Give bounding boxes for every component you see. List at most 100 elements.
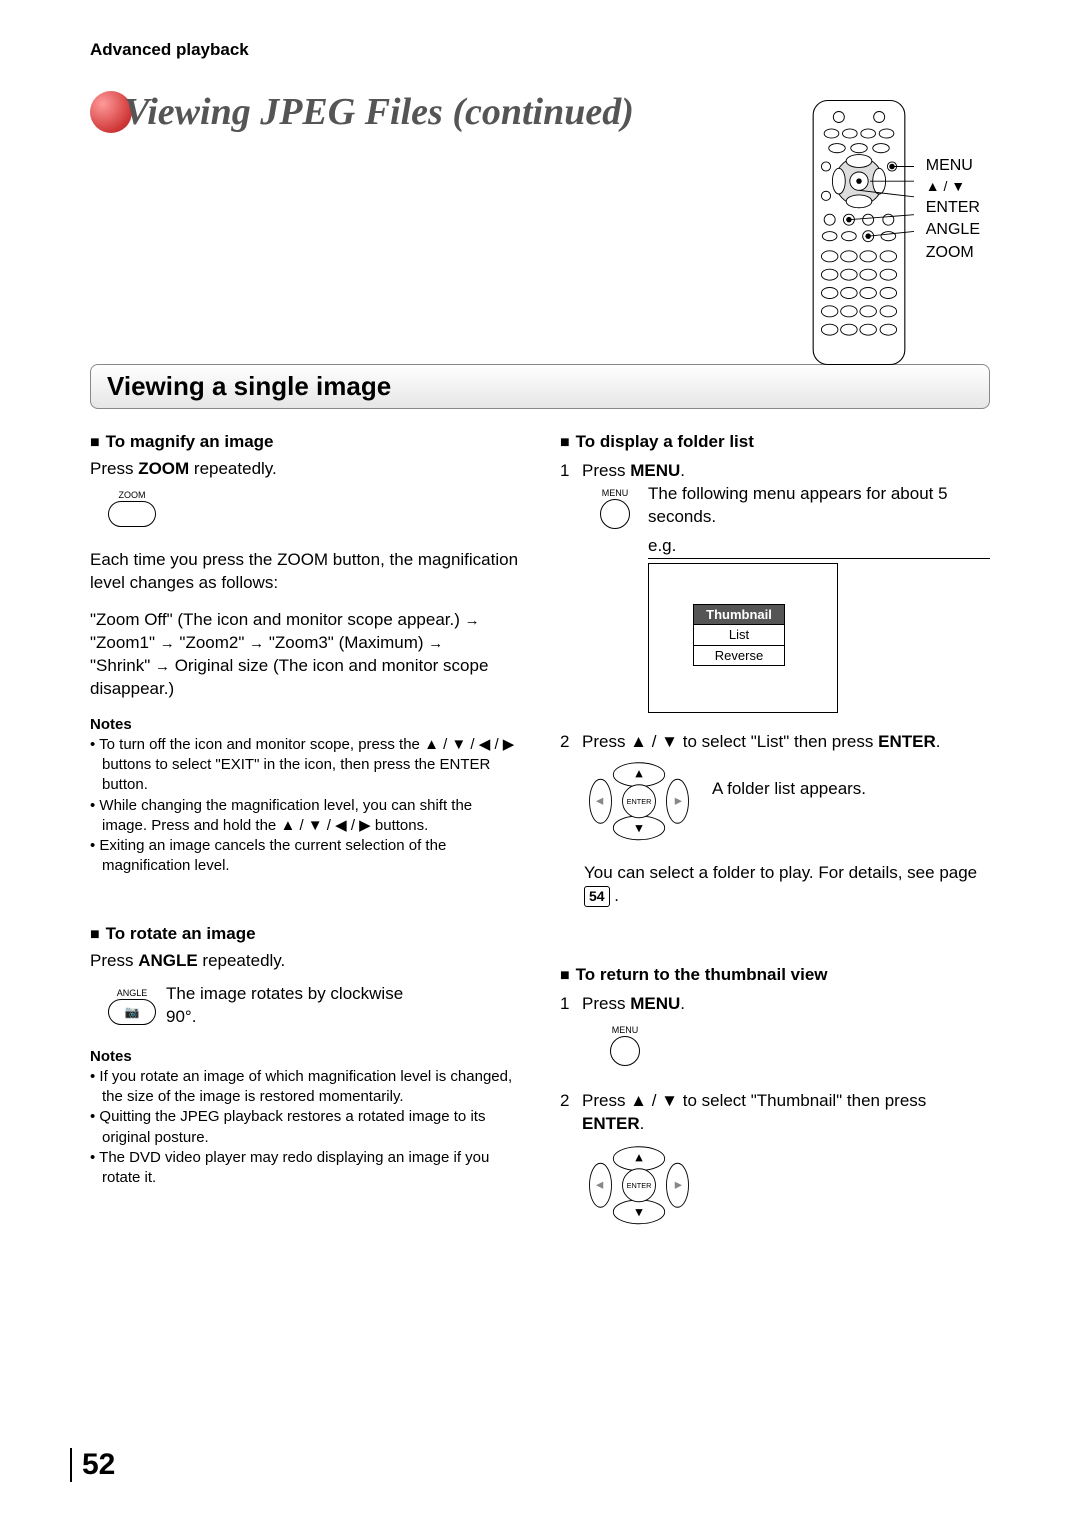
- text-bold: ENTER: [582, 1114, 640, 1133]
- dpad-icon: ENTER: [584, 760, 694, 843]
- step-number: 2: [560, 1090, 576, 1136]
- text: "Zoom3" (Maximum): [264, 633, 428, 652]
- note-item: Quitting the JPEG playback restores a ro…: [90, 1107, 520, 1148]
- square-bullet-icon: ■: [560, 965, 570, 987]
- popup-item-reverse: Reverse: [694, 646, 784, 666]
- text: "Zoom Off" (The icon and monitor scope a…: [90, 610, 465, 629]
- step-number: 2: [560, 731, 576, 754]
- arrow-icon: →: [428, 635, 443, 652]
- button-label: ANGLE: [117, 987, 148, 999]
- remote-diagram: MENU ▲ / ▼ ENTER ANGLE ZOOM: [804, 95, 980, 370]
- remote-svg: [804, 95, 914, 370]
- square-bullet-icon: ■: [560, 432, 570, 454]
- magnify-heading: ■ To magnify an image: [90, 431, 520, 454]
- notes-heading: Notes: [90, 1047, 520, 1067]
- example-screen: Thumbnail List Reverse: [648, 563, 838, 713]
- eg-label: e.g.: [648, 535, 990, 559]
- text: .: [610, 886, 619, 905]
- circle-button-icon: [610, 1036, 640, 1066]
- rotate-press: Press ANGLE repeatedly.: [90, 950, 520, 973]
- popup-item-thumbnail: Thumbnail: [694, 605, 784, 626]
- dpad-icon: ENTER: [584, 1144, 694, 1227]
- text: Press: [90, 459, 138, 478]
- text: Press ▲ / ▼ to select "Thumbnail" then p…: [582, 1091, 926, 1110]
- thumb-heading-text: To return to the thumbnail view: [576, 964, 828, 987]
- angle-button-graphic: ANGLE 📷: [108, 987, 156, 1025]
- rotate-notes: If you rotate an image of which magnific…: [90, 1067, 520, 1189]
- note-item: While changing the magnification level, …: [90, 796, 520, 837]
- thumb-step1: 1 Press MENU.: [560, 993, 990, 1016]
- popup-menu: Thumbnail List Reverse: [693, 604, 785, 667]
- zoom-button-graphic: ZOOM: [108, 489, 156, 527]
- menu-button-graphic: MENU: [610, 1024, 640, 1066]
- thumb-heading: ■ To return to the thumbnail view: [560, 964, 990, 987]
- square-bullet-icon: ■: [90, 432, 100, 454]
- category-header: Advanced playback: [90, 40, 990, 60]
- circle-button-icon: [600, 499, 630, 529]
- text: .: [640, 1114, 645, 1133]
- section-heading-bar: Viewing a single image: [90, 364, 990, 409]
- folder-result: A folder list appears.: [712, 778, 866, 801]
- zoom-flow: "Zoom Off" (The icon and monitor scope a…: [90, 609, 520, 701]
- text: .: [936, 732, 941, 751]
- folder-step2-graphic: ENTER A folder list appears.: [584, 760, 990, 843]
- folder-step1-graphic: MENU The following menu appears for abou…: [600, 483, 990, 713]
- text: .: [680, 461, 685, 480]
- folder-heading: ■ To display a folder list: [560, 431, 990, 454]
- text: You can select a folder to play. For det…: [584, 863, 977, 882]
- step-number: 1: [560, 460, 576, 483]
- rotate-heading: ■ To rotate an image: [90, 923, 520, 946]
- text: "Zoom2": [175, 633, 249, 652]
- text-bold: MENU: [630, 461, 680, 480]
- text-bold: ZOOM: [138, 459, 189, 478]
- text: repeatedly.: [189, 459, 277, 478]
- text-bold: MENU: [630, 994, 680, 1013]
- label-arrows: ▲ / ▼: [926, 177, 980, 197]
- note-item: If you rotate an image of which magnific…: [90, 1067, 520, 1108]
- rotate-graphic-row: ANGLE 📷 The image rotates by clockwise 9…: [90, 979, 520, 1033]
- text: "Zoom1": [90, 633, 160, 652]
- page-ref: 54: [584, 886, 610, 907]
- text: repeatedly.: [198, 951, 286, 970]
- svg-text:ENTER: ENTER: [627, 1181, 652, 1190]
- thumb-step2: 2 Press ▲ / ▼ to select "Thumbnail" then…: [560, 1090, 990, 1136]
- text: Press: [582, 461, 630, 480]
- page-number: 52: [70, 1448, 115, 1482]
- step-number: 1: [560, 993, 576, 1016]
- text-bold: ENTER: [878, 732, 936, 751]
- arrow-icon: →: [465, 612, 480, 629]
- magnify-press: Press ZOOM repeatedly.: [90, 458, 520, 481]
- label-enter: ENTER: [926, 197, 980, 219]
- rotate-heading-text: To rotate an image: [106, 923, 256, 946]
- page-title: Viewing JPEG Files (continued): [124, 90, 634, 134]
- arrow-icon: →: [155, 658, 170, 675]
- rotate-desc: The image rotates by clockwise 90°.: [166, 983, 426, 1029]
- folder-step2: 2 Press ▲ / ▼ to select "List" then pres…: [560, 731, 990, 754]
- text: "Shrink": [90, 656, 155, 675]
- label-zoom: ZOOM: [926, 242, 980, 264]
- magnify-heading-text: To magnify an image: [106, 431, 274, 454]
- folder-heading-text: To display a folder list: [576, 431, 754, 454]
- folder-msg: The following menu appears for about 5 s…: [648, 483, 990, 529]
- square-bullet-icon: ■: [90, 924, 100, 946]
- label-menu: MENU: [926, 155, 980, 177]
- arrow-icon: →: [249, 635, 264, 652]
- magnify-notes: To turn off the icon and monitor scope, …: [90, 735, 520, 877]
- oval-button-icon: 📷: [108, 999, 156, 1025]
- text: Press ▲ / ▼ to select "List" then press: [582, 732, 878, 751]
- arrow-icon: →: [160, 635, 175, 652]
- svg-text:ENTER: ENTER: [627, 797, 652, 806]
- notes-heading: Notes: [90, 715, 520, 735]
- button-label: ZOOM: [119, 489, 146, 501]
- note-item: Exiting an image cancels the current sel…: [90, 836, 520, 877]
- popup-item-list: List: [694, 625, 784, 646]
- note-item: The DVD video player may redo displaying…: [90, 1148, 520, 1189]
- magnify-para1: Each time you press the ZOOM button, the…: [90, 549, 520, 595]
- oval-button-icon: [108, 501, 156, 527]
- label-angle: ANGLE: [926, 219, 980, 241]
- menu-button-graphic: MENU: [600, 487, 630, 529]
- text: Press: [90, 951, 138, 970]
- right-column: ■To display a folder list 1 Press MENU. …: [560, 421, 990, 1233]
- left-column: ■ To magnify an image Press ZOOM repeated…: [90, 421, 520, 1233]
- text: .: [680, 994, 685, 1013]
